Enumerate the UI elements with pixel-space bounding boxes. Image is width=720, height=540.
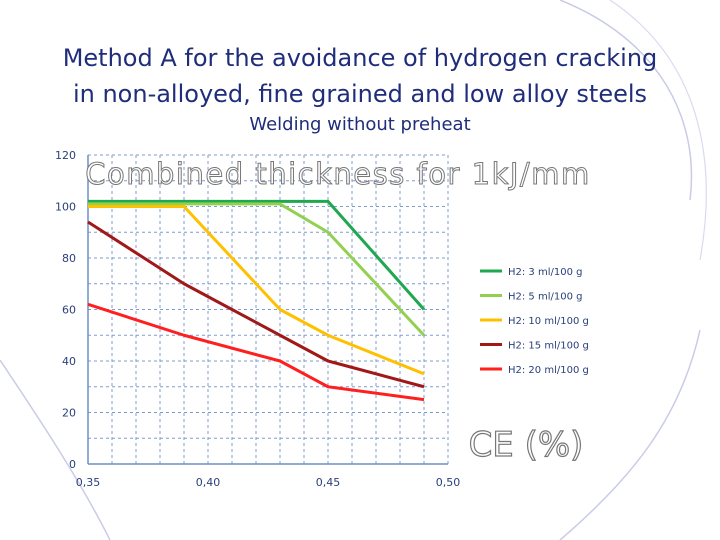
x-tick-label: 0,35 (76, 476, 101, 489)
series-line-5 (87, 302, 425, 402)
chart-series (87, 199, 426, 402)
legend-label: H2: 20 ml/100 g (508, 365, 589, 376)
series-line-2 (88, 202, 426, 337)
y-tick-label: 60 (62, 304, 76, 317)
legend-label: H2: 3 ml/100 g (508, 267, 582, 278)
y-tick-label: 40 (62, 355, 76, 368)
slide-title-line2: in non-alloyed, fine grained and low all… (72, 80, 648, 108)
legend-label: H2: 10 ml/100 g (508, 316, 589, 327)
chart-legend: H2: 3 ml/100 g H2: 5 ml/100 g H2: 10 ml/10… (480, 267, 589, 376)
y-tick-label: 20 (62, 407, 76, 420)
y-tick-label: 100 (55, 201, 76, 214)
legend-label: H2: 5 ml/100 g (508, 292, 582, 303)
x-tick-label: 0,50 (436, 476, 461, 489)
chart-title: Combined thickness for 1kJ/mm (85, 157, 590, 191)
series-line-1 (88, 199, 426, 311)
series-line-4 (87, 220, 425, 389)
x-tick-label: 0,40 (196, 476, 221, 489)
y-tick-label: 80 (62, 252, 76, 265)
chart-x-axis-label: CE (%) (469, 425, 584, 465)
y-tick-label: 0 (69, 458, 76, 471)
slide-subtitle: Welding without preheat (249, 114, 471, 135)
legend-label: H2: 15 ml/100 g (508, 341, 589, 352)
series-line-3 (88, 205, 425, 376)
y-tick-label: 120 (55, 149, 76, 162)
slide-title-line1: Method A for the avoidance of hydrogen c… (62, 44, 658, 72)
x-tick-label: 0,45 (316, 476, 341, 489)
